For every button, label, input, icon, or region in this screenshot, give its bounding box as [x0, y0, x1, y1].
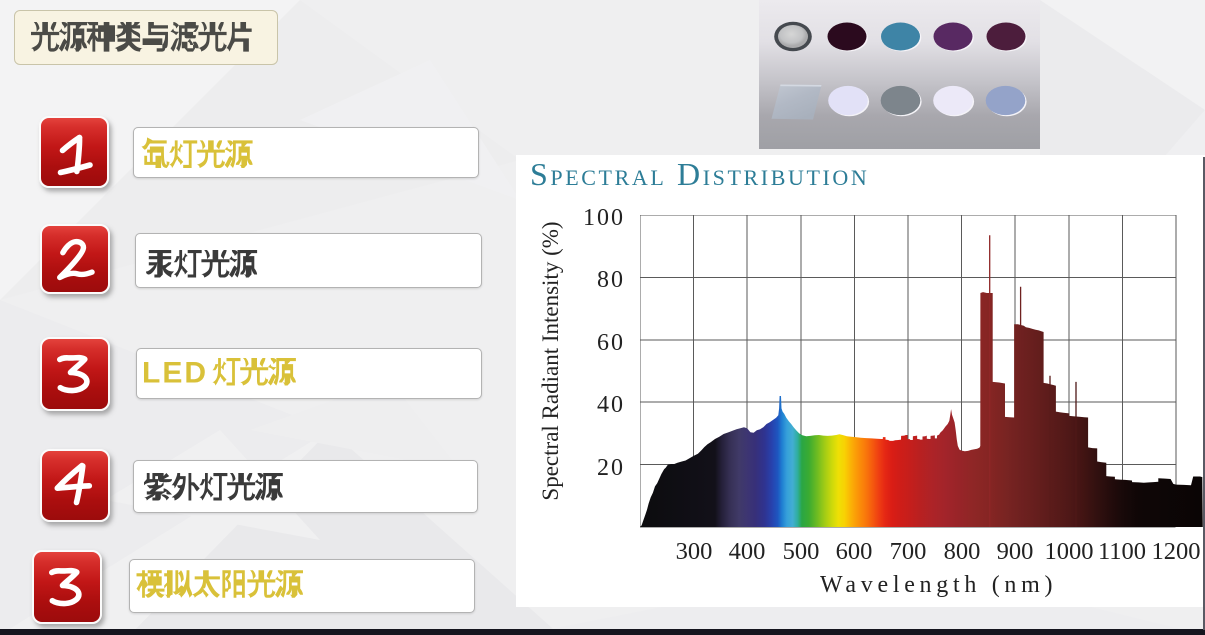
- svg-text:LED: LED: [142, 357, 208, 390]
